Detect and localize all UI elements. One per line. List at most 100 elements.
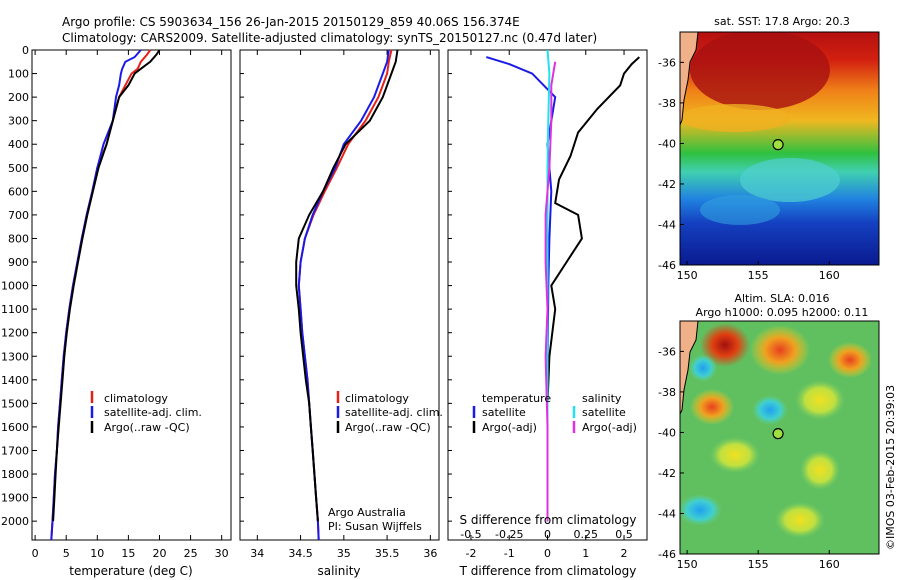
y-tick-label: 900 (8, 256, 29, 269)
series-argo-raw-qc (52, 49, 161, 522)
temperature-axis-label: temperature (deg C) (69, 564, 192, 578)
map-x-tick-label: 155 (748, 269, 769, 282)
map-x-tick-label: 160 (819, 269, 840, 282)
series-salinity-argo-adj (544, 61, 557, 522)
y-tick-label: 1400 (1, 374, 29, 387)
legend-label-sal-argo: Argo(-adj) (582, 421, 637, 434)
legend-title-temperature: temperature (482, 392, 551, 405)
header-line-1: Argo profile: CS 5903634_156 26-Jan-2015… (62, 15, 520, 29)
series-climatology (50, 49, 152, 541)
x-tick-label: 1 (582, 547, 589, 560)
y-tick-label: 1500 (1, 397, 29, 410)
x-tick-label: 36 (423, 547, 437, 560)
sst-map-axes: 150 155 160 -36 -38 -40 -42 -44 -46 (658, 56, 840, 282)
salinity-axis-label: salinity (317, 564, 360, 578)
x-tick-label: 34 (250, 547, 264, 560)
x-tick-label: 34.5 (288, 547, 313, 560)
map-x-tick-label: 150 (677, 269, 698, 282)
x-tick-label: -2 (465, 547, 476, 560)
x-tick-label: 15 (121, 547, 135, 560)
credit-text: ©IMOS 03-Feb-2015 20:39:03 (884, 385, 897, 550)
series-temperature-argo-adj (546, 56, 640, 522)
x-tick-label: -1 (504, 547, 515, 560)
x-tick-label: 35.5 (375, 547, 400, 560)
salinity-legend: climatology satellite-adj. clim. Argo(..… (328, 391, 443, 533)
series-satellite-adj-clim (297, 49, 390, 541)
legend-label-climatology: climatology (104, 392, 168, 405)
x-tick-label: 0 (32, 547, 39, 560)
temperature-plot: 0 5 10 15 20 25 300100200300400500600700800900… (1, 44, 229, 560)
map-y-tick-label: -40 (658, 137, 676, 150)
map-x-tick-label: 150 (677, 558, 698, 571)
difference-plot: -2 -1 0 1 2 -0.5 -0.25 0 0.25 0.5 (448, 49, 640, 560)
legend-label-satellite: satellite-adj. clim. (104, 406, 202, 419)
y-tick-label: 200 (8, 91, 29, 104)
series-climatology (297, 49, 393, 541)
x-tick-label: 0 (544, 547, 551, 560)
salinity-panel (239, 49, 440, 541)
legend-label-argo: Argo(..raw -QC) (345, 421, 431, 434)
map-y-tick-label: -38 (658, 97, 676, 110)
annotation-line-2: PI: Susan Wijffels (328, 520, 422, 533)
legend-title-salinity: salinity (582, 392, 622, 405)
legend-label-argo: Argo(..raw -QC) (104, 421, 190, 434)
legend-label-sal-satellite: satellite (582, 406, 626, 419)
difference-top-axis-label: S difference from climatology (460, 513, 637, 527)
y-tick-label: 400 (8, 138, 29, 151)
argo-float-marker (772, 139, 784, 151)
y-tick-label: 0 (22, 44, 29, 57)
annotation-line-1: Argo Australia (328, 506, 406, 519)
temperature-panel (31, 49, 232, 541)
map-y-tick-label: -42 (658, 178, 676, 191)
legend-label-temp-argo: Argo(-adj) (482, 421, 537, 434)
y-tick-label: 1100 (1, 303, 29, 316)
y-tick-label: 1900 (1, 492, 29, 505)
y-tick-label: 2000 (1, 515, 29, 528)
y-tick-label: 1000 (1, 280, 29, 293)
temperature-legend: climatology satellite-adj. clim. Argo(..… (90, 391, 202, 434)
map-y-tick-label: -42 (658, 467, 676, 480)
x-tick-label: 2 (621, 547, 628, 560)
map-y-tick-label: -36 (658, 56, 676, 69)
map-y-tick-label: -46 (658, 259, 676, 272)
y-tick-label: 800 (8, 232, 29, 245)
top-tick-label: 0 (544, 528, 551, 541)
y-tick-label: 700 (8, 209, 29, 222)
map-y-tick-label: -46 (658, 548, 676, 561)
header-line-2: Climatology: CARS2009. Satellite-adjuste… (62, 31, 597, 45)
sla-map-title: Altim. SLA: 0.016 (734, 292, 829, 305)
x-tick-label: 20 (152, 547, 166, 560)
map-x-tick-label: 160 (819, 558, 840, 571)
y-tick-label: 1600 (1, 421, 29, 434)
top-tick-label: -0.25 (495, 528, 523, 541)
x-tick-label: 30 (215, 547, 229, 560)
difference-axis-label: T difference from climatology (459, 564, 637, 578)
sla-map-frame (679, 320, 880, 555)
y-tick-label: 300 (8, 115, 29, 128)
y-tick-label: 1700 (1, 444, 29, 457)
top-tick-label: -0.5 (460, 528, 481, 541)
top-tick-label: 0.5 (615, 528, 633, 541)
sst-map-frame (679, 31, 880, 266)
argo-float-marker (772, 428, 784, 440)
series-temperature-satellite (486, 56, 557, 522)
sla-map-axes: 150 155 160 -36 -38 -40 -42 -44 -46 (658, 345, 840, 571)
legend-label-satellite: satellite-adj. clim. (345, 406, 443, 419)
y-tick-label: 500 (8, 162, 29, 175)
y-tick-label: 100 (8, 68, 29, 81)
x-tick-label: 5 (63, 547, 70, 560)
map-y-tick-label: -44 (658, 507, 676, 520)
top-tick-label: 0.25 (574, 528, 599, 541)
legend-label-climatology: climatology (345, 392, 409, 405)
sst-map-title: sat. SST: 17.8 Argo: 20.3 (714, 15, 850, 28)
map-y-tick-label: -38 (658, 386, 676, 399)
y-tick-label: 1300 (1, 350, 29, 363)
x-tick-label: 10 (90, 547, 104, 560)
y-tick-label: 1800 (1, 468, 29, 481)
x-tick-label: 25 (184, 547, 198, 560)
x-tick-label: 35 (337, 547, 351, 560)
difference-legend: temperature satellite Argo(-adj) salinit… (472, 392, 637, 434)
map-y-tick-label: -40 (658, 426, 676, 439)
series-satellite-adj-clim (50, 49, 142, 541)
